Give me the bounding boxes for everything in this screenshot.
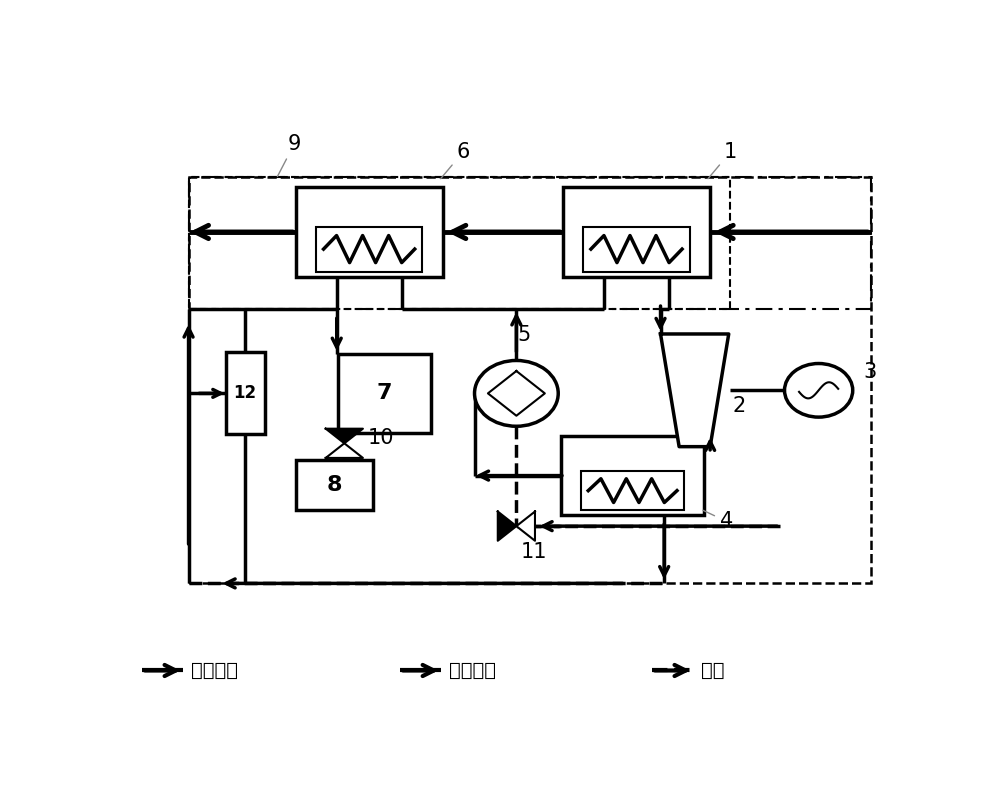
Text: 3: 3 [863, 362, 876, 382]
Polygon shape [661, 334, 729, 447]
Polygon shape [498, 512, 516, 541]
Text: 5: 5 [518, 325, 531, 345]
Text: 锅炉烟气: 锅炉烟气 [191, 661, 238, 680]
Text: 1: 1 [708, 142, 737, 179]
Text: 11: 11 [520, 542, 547, 562]
Text: 有机工质: 有机工质 [449, 661, 496, 680]
Polygon shape [516, 512, 535, 541]
Text: 4: 4 [703, 510, 733, 532]
Bar [583, 226, 690, 271]
Bar [561, 436, 704, 515]
Text: 2: 2 [733, 396, 746, 415]
Polygon shape [326, 429, 363, 443]
Bar [338, 354, 431, 433]
Circle shape [785, 364, 853, 417]
Circle shape [475, 361, 558, 426]
Text: 冷水: 冷水 [701, 661, 724, 680]
Bar [189, 176, 871, 309]
Bar [581, 471, 684, 510]
Text: 8: 8 [326, 475, 342, 494]
Bar [296, 187, 443, 277]
Text: 9: 9 [277, 134, 301, 176]
Bar [189, 176, 730, 309]
Text: 7: 7 [377, 384, 392, 403]
Bar [563, 187, 710, 277]
Bar [296, 460, 373, 509]
Text: 12: 12 [234, 384, 257, 403]
Text: 6: 6 [441, 142, 470, 179]
Text: 10: 10 [368, 429, 394, 448]
Polygon shape [326, 443, 363, 458]
Bar [316, 226, 422, 271]
Bar [189, 176, 871, 584]
Bar [226, 352, 264, 434]
